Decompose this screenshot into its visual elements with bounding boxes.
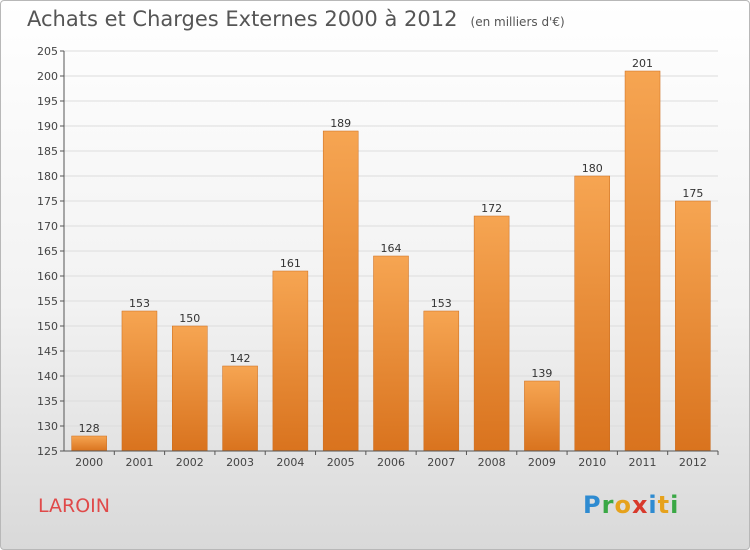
bar (222, 365, 258, 452)
x-tick-label: 2001 (125, 456, 153, 469)
y-tick-label: 205 (37, 45, 58, 58)
y-tick-label: 185 (37, 145, 58, 158)
x-tick-label: 2008 (478, 456, 506, 469)
y-tick-label: 135 (37, 395, 58, 408)
x-tick-label: 2003 (226, 456, 254, 469)
x-tick-label: 2012 (679, 456, 707, 469)
data-label: 153 (129, 297, 150, 310)
bar (272, 270, 309, 452)
data-label: 175 (682, 187, 703, 200)
y-tick-label: 130 (37, 420, 58, 433)
bar (71, 435, 107, 452)
x-tick-label: 2007 (427, 456, 455, 469)
x-tick-label: 2000 (75, 456, 103, 469)
title-main: Achats et Charges Externes 2000 à 2012 (27, 7, 458, 31)
data-label: 201 (632, 57, 653, 70)
bar (322, 130, 359, 452)
y-tick-label: 175 (37, 195, 58, 208)
y-tick-label: 170 (37, 220, 58, 233)
data-label: 128 (79, 422, 100, 435)
y-tick-label: 165 (37, 245, 58, 258)
bar (473, 215, 510, 452)
data-label: 142 (230, 352, 251, 365)
bar (373, 255, 409, 452)
bar (172, 325, 208, 452)
y-tick-label: 140 (37, 370, 58, 383)
data-label: 189 (330, 117, 351, 130)
bar (624, 70, 661, 452)
data-label: 153 (431, 297, 452, 310)
data-label: 180 (582, 162, 603, 175)
y-tick-label: 160 (37, 270, 58, 283)
data-label: 150 (179, 312, 200, 325)
title-unit: (en milliers d'€) (470, 15, 565, 29)
x-tick-label: 2005 (327, 456, 355, 469)
y-tick-label: 150 (37, 320, 58, 333)
y-tick-label: 180 (37, 170, 58, 183)
bar (121, 310, 158, 452)
x-tick-label: 2004 (276, 456, 304, 469)
y-tick-label: 155 (37, 295, 58, 308)
y-tick-label: 125 (37, 445, 58, 458)
chart-title: Achats et Charges Externes 2000 à 2012 (… (27, 7, 565, 31)
bar (574, 175, 610, 452)
bar (675, 200, 711, 452)
data-label: 172 (481, 202, 502, 215)
commune-name: LAROIN (38, 495, 110, 517)
x-tick-label: 2002 (176, 456, 204, 469)
y-tick-label: 145 (37, 345, 58, 358)
data-label: 161 (280, 257, 301, 270)
data-label: 139 (531, 367, 552, 380)
proxiti-logo: Proxiti (583, 491, 680, 519)
y-tick-label: 200 (37, 70, 58, 83)
bar (524, 380, 560, 452)
y-tick-label: 190 (37, 120, 58, 133)
bar (423, 310, 460, 452)
y-tick-label: 195 (37, 95, 58, 108)
data-label: 164 (381, 242, 402, 255)
x-tick-label: 2006 (377, 456, 405, 469)
x-tick-label: 2011 (629, 456, 657, 469)
x-tick-label: 2009 (528, 456, 556, 469)
x-tick-label: 2010 (578, 456, 606, 469)
